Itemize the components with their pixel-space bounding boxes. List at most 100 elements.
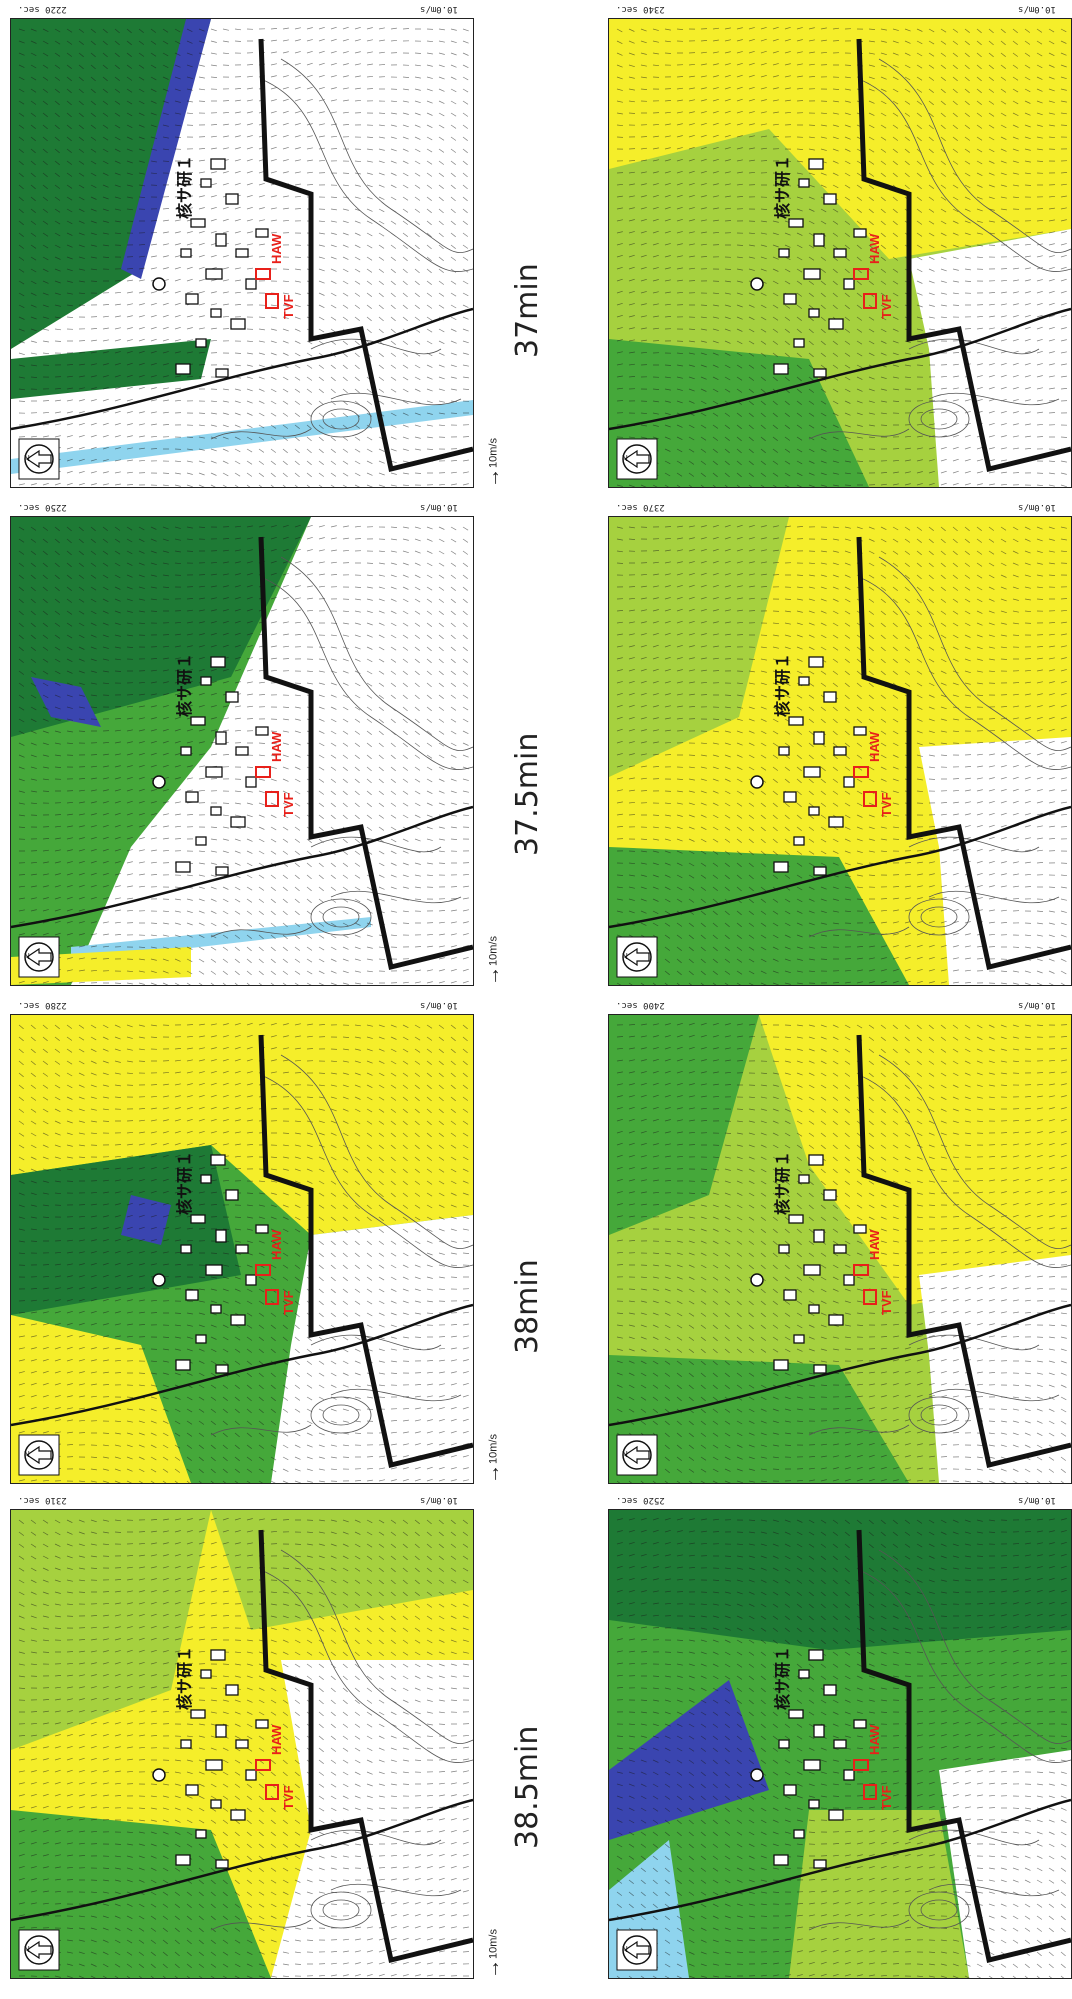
facility-tvf-outline — [265, 293, 279, 309]
facility-haw-label: HAW — [867, 1229, 882, 1260]
coastline — [856, 536, 1071, 971]
north-label: N — [24, 1945, 30, 1954]
scale-bottom-text: 10m/s — [487, 1929, 500, 1959]
scale-arrow-icon: → — [482, 468, 504, 488]
color-field-region — [11, 339, 211, 399]
color-field-region — [121, 19, 211, 279]
site-marker-icon — [750, 775, 764, 789]
site-label: 核サ研１ — [177, 154, 194, 219]
site-label: 核サ研１ — [775, 1150, 792, 1215]
map-panel: 核サ研１ HAW TVF N — [608, 1509, 1072, 1979]
coastline — [258, 38, 473, 473]
river-line — [609, 1798, 1071, 1922]
color-field-region — [31, 677, 101, 727]
scale-top-label: 10.0m/s — [420, 1495, 458, 1505]
building-outlines — [773, 1154, 867, 1374]
facility-haw-label: HAW — [269, 1724, 284, 1755]
coastline — [258, 536, 473, 971]
wind-vector-icon — [616, 26, 1068, 487]
coastline — [856, 1034, 1071, 1469]
scale-top-label: 10.0m/s — [1018, 1495, 1056, 1505]
facility-haw-label: HAW — [269, 731, 284, 762]
color-field-region — [271, 1215, 473, 1483]
terrain-contours — [808, 1054, 1071, 1436]
coastline — [856, 38, 1071, 473]
north-label: N — [24, 454, 30, 463]
building-outlines — [773, 656, 867, 876]
north-label: N — [24, 952, 30, 961]
color-field-region — [609, 517, 789, 777]
site-label: 核サ研１ — [177, 1645, 194, 1710]
site-label: 核サ研１ — [177, 1150, 194, 1215]
facility-tvf-label: TVF — [281, 1785, 296, 1810]
time-seconds-label: 2310 sec. — [18, 1495, 67, 1505]
wind-vector-icon — [616, 1022, 1068, 1483]
color-field-region — [11, 1510, 211, 1750]
time-seconds-label: 2220 sec. — [18, 4, 67, 14]
facility-tvf-outline — [265, 791, 279, 807]
north-arrow-icon — [18, 1434, 60, 1476]
site-marker-icon — [750, 1768, 764, 1782]
site-label: 核サ研１ — [775, 154, 792, 219]
wind-vector-icon — [18, 1517, 470, 1978]
scale-arrow-icon: → — [482, 1464, 504, 1484]
north-arrow-icon — [616, 1929, 658, 1971]
facility-tvf-outline — [265, 1289, 279, 1305]
coastline — [258, 1529, 473, 1964]
scale-top-label: 10.0m/s — [420, 1000, 458, 1010]
north-label: N — [622, 454, 628, 463]
site-marker-icon — [152, 1273, 166, 1287]
terrain-contours — [808, 556, 1071, 938]
site-marker-icon — [152, 277, 166, 291]
facility-haw-outline — [255, 766, 271, 778]
map-panel: 核サ研１ HAW TVF N — [608, 1014, 1072, 1484]
wind-vector-icon — [18, 524, 470, 985]
facility-tvf-outline — [265, 1784, 279, 1800]
river-line — [609, 307, 1071, 431]
river-line — [609, 1303, 1071, 1427]
time-seconds-label: 2280 sec. — [18, 1000, 67, 1010]
north-arrow-icon — [18, 438, 60, 480]
site-marker-icon — [152, 775, 166, 789]
color-field-region — [909, 229, 1071, 487]
time-minutes-label: 38min — [510, 1259, 545, 1354]
color-field-region — [939, 1750, 1071, 1978]
time-seconds-label: 2400 sec. — [616, 1000, 665, 1010]
color-field-region — [121, 1195, 171, 1245]
color-field-region — [609, 339, 869, 487]
scale-top-label: 10.0m/s — [420, 502, 458, 512]
facility-tvf-outline — [863, 1289, 877, 1305]
facility-haw-outline — [853, 766, 869, 778]
facility-haw-label: HAW — [867, 233, 882, 264]
time-seconds-label: 2250 sec. — [18, 502, 67, 512]
north-label: N — [24, 1450, 30, 1459]
color-field-region — [919, 737, 1071, 985]
terrain-contours — [210, 1549, 473, 1931]
color-field-region — [211, 1510, 473, 1630]
color-field-region — [71, 517, 473, 985]
facility-haw-outline — [255, 1759, 271, 1771]
facility-haw-label: HAW — [269, 233, 284, 264]
scale-bottom-label: →10m/s — [482, 1929, 505, 1979]
facility-tvf-label: TVF — [281, 792, 296, 817]
site-label: 核サ研１ — [177, 652, 194, 717]
coastline — [856, 1529, 1071, 1964]
building-outlines — [175, 1649, 269, 1869]
facility-tvf-label: TVF — [879, 792, 894, 817]
building-outlines — [175, 656, 269, 876]
time-seconds-label: 2340 sec. — [616, 4, 665, 14]
scale-arrow-icon: → — [482, 1959, 504, 1979]
color-field-region — [11, 19, 211, 349]
color-field-region — [11, 1015, 473, 1235]
terrain-contours — [210, 556, 473, 938]
coastline — [258, 1034, 473, 1469]
wind-vector-icon — [616, 1517, 1068, 1978]
river-line — [11, 1798, 473, 1922]
terrain-contours — [210, 58, 473, 440]
facility-haw-label: HAW — [867, 731, 882, 762]
north-arrow-icon — [616, 438, 658, 480]
facility-haw-outline — [853, 268, 869, 280]
building-outlines — [175, 1154, 269, 1374]
river-line — [609, 805, 1071, 929]
building-outlines — [773, 1649, 867, 1869]
